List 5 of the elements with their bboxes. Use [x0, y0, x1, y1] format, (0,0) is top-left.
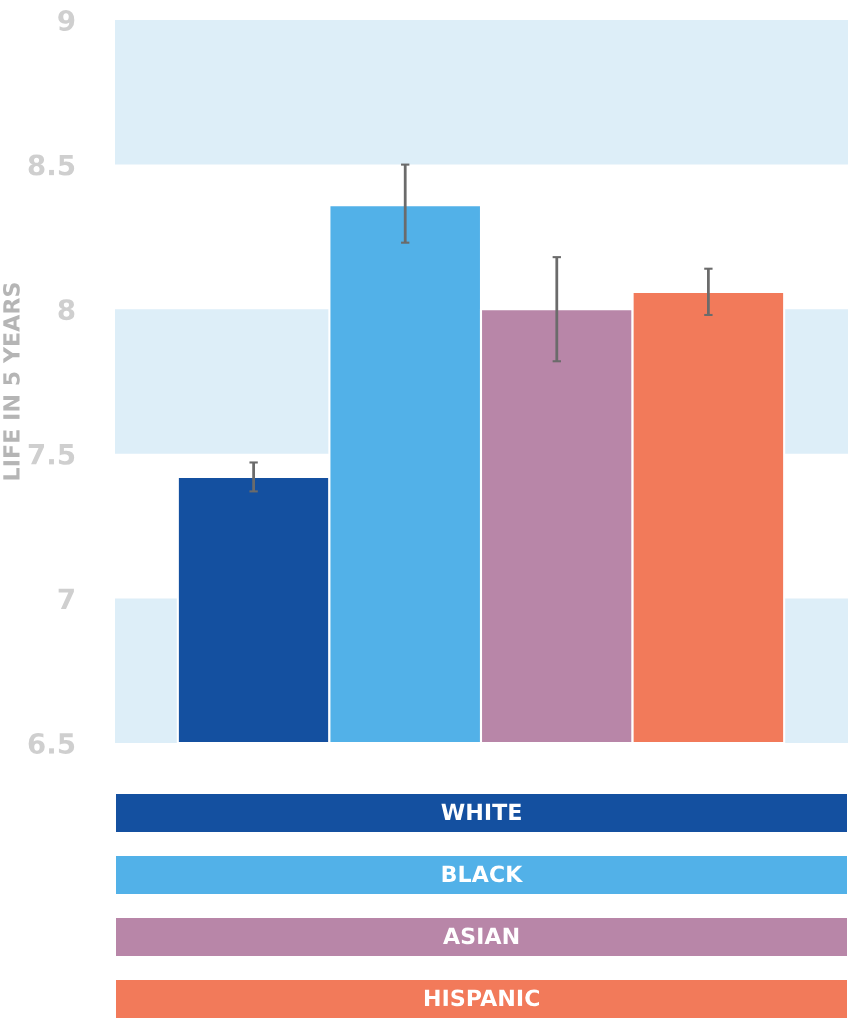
text: WHITE [441, 803, 521, 820]
text: BLACK [442, 865, 524, 883]
text: HISPANIC [424, 989, 540, 1007]
text: ASIAN [443, 927, 519, 945]
y-axis-title: LIFE IN 5 YEARS [3, 283, 20, 480]
